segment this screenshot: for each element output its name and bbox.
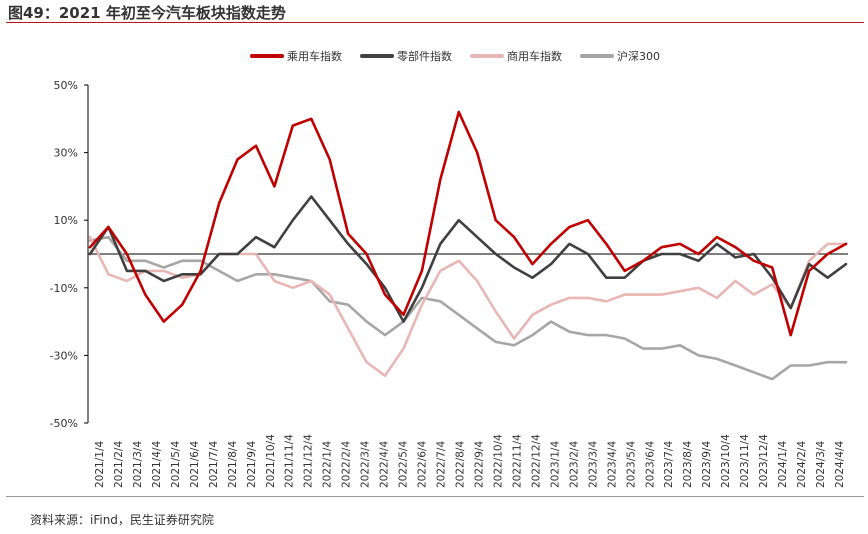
x-tick-label: 2021/10/4 xyxy=(265,434,277,488)
title-rule xyxy=(6,22,864,23)
x-tick-label: 2023/1/4 xyxy=(549,441,561,488)
x-tick-label: 2021/3/4 xyxy=(132,441,144,488)
x-tick-label: 2022/10/4 xyxy=(492,434,504,488)
x-tick-label: 2021/1/4 xyxy=(94,441,106,488)
x-tick-label: 2021/5/4 xyxy=(170,441,182,488)
y-tick-label: -50% xyxy=(50,417,78,430)
x-tick-label: 2023/4/4 xyxy=(606,441,618,488)
x-tick-label: 2021/7/4 xyxy=(208,441,220,488)
x-tick-label: 2023/10/4 xyxy=(720,434,732,488)
x-tick-label: 2023/3/4 xyxy=(587,441,599,488)
series-line-passenger xyxy=(88,110,848,337)
x-tick-label: 2022/9/4 xyxy=(473,441,485,488)
x-tick-label: 2024/2/4 xyxy=(796,441,808,488)
x-tick-label: 2023/7/4 xyxy=(663,441,675,488)
x-tick-label: 2021/2/4 xyxy=(113,441,125,488)
x-tick-label: 2022/11/4 xyxy=(511,434,523,488)
x-tick-label: 2021/8/4 xyxy=(227,441,239,488)
series-line-hs300 xyxy=(88,235,848,381)
source-note: 资料来源：iFind，民生证券研究院 xyxy=(30,513,214,527)
x-tick-label: 2022/6/4 xyxy=(417,441,429,488)
x-tick-label: 2023/6/4 xyxy=(644,441,656,488)
legend-label-parts: 零部件指数 xyxy=(397,49,452,63)
x-tick-label: 2024/4/4 xyxy=(834,441,846,488)
x-tick-label: 2021/11/4 xyxy=(284,434,296,488)
x-tick-label: 2022/7/4 xyxy=(436,441,448,488)
x-tick-label: 2023/11/4 xyxy=(739,434,751,488)
x-tick-label: 2024/3/4 xyxy=(815,441,827,488)
legend-label-commercial: 商用车指数 xyxy=(507,49,562,63)
x-tick-label: 2023/2/4 xyxy=(568,441,580,488)
y-tick-label: 30% xyxy=(54,147,78,160)
x-tick-label: 2021/12/4 xyxy=(303,434,315,488)
x-tick-label: 2023/8/4 xyxy=(682,441,694,488)
source-rule xyxy=(6,496,864,497)
y-tick-label: 10% xyxy=(54,214,78,227)
x-tick-label: 2021/4/4 xyxy=(151,441,163,488)
legend-label-hs300: 沪深300 xyxy=(617,49,660,63)
x-tick-label: 2022/2/4 xyxy=(341,441,353,488)
x-tick-label: 2023/9/4 xyxy=(701,441,713,488)
x-tick-label: 2022/4/4 xyxy=(379,441,391,488)
x-tick-label: 2022/1/4 xyxy=(322,441,334,488)
series-line-parts xyxy=(88,195,848,323)
x-tick-label: 2022/12/4 xyxy=(530,434,542,488)
y-tick-label: 50% xyxy=(54,79,78,92)
chart-title: 图49：2021 年初至今汽车板块指数走势 xyxy=(8,4,286,22)
x-tick-label: 2024/1/4 xyxy=(777,441,789,488)
x-tick-label: 2022/8/4 xyxy=(455,441,467,488)
x-tick-label: 2021/6/4 xyxy=(189,441,201,488)
x-tick-label: 2022/5/4 xyxy=(398,441,410,488)
x-tick-label: 2022/3/4 xyxy=(360,441,372,488)
x-tick-label: 2023/5/4 xyxy=(625,441,637,488)
x-tick-label: 2023/12/4 xyxy=(758,434,770,488)
y-tick-label: -30% xyxy=(50,349,78,362)
x-tick-label: 2021/9/4 xyxy=(246,441,258,488)
y-tick-label: -10% xyxy=(50,282,78,295)
legend-label-passenger: 乘用车指数 xyxy=(287,49,342,63)
